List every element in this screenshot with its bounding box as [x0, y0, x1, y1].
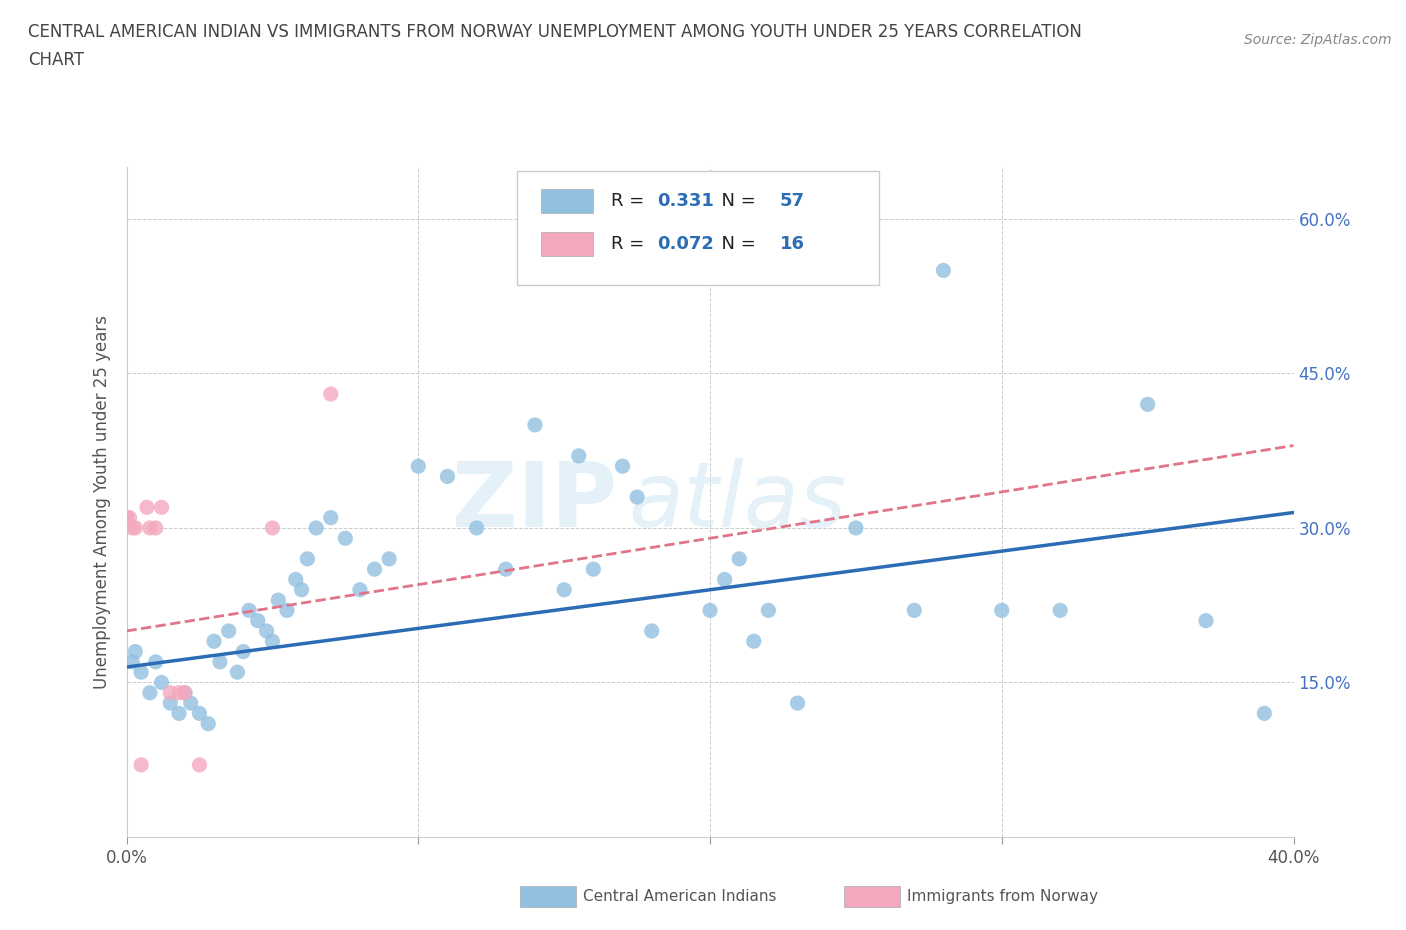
- Point: [139, 521, 162, 536]
- Point: [297, 551, 319, 566]
- FancyBboxPatch shape: [541, 232, 593, 257]
- FancyBboxPatch shape: [517, 171, 879, 285]
- Text: atlas: atlas: [628, 458, 846, 546]
- Point: [713, 572, 735, 587]
- Point: [180, 696, 202, 711]
- Point: [640, 623, 664, 638]
- FancyBboxPatch shape: [541, 189, 593, 213]
- Point: [465, 521, 488, 536]
- Point: [218, 623, 240, 638]
- Point: [742, 634, 765, 649]
- Text: R =: R =: [610, 192, 650, 210]
- Point: [845, 521, 868, 536]
- Point: [262, 634, 284, 649]
- Point: [349, 582, 371, 597]
- Point: [124, 521, 146, 536]
- Y-axis label: Unemployment Among Youth under 25 years: Unemployment Among Youth under 25 years: [93, 315, 111, 689]
- Point: [553, 582, 575, 597]
- Point: [121, 655, 143, 670]
- Point: [159, 685, 181, 700]
- Point: [319, 387, 342, 402]
- Point: [115, 511, 138, 525]
- Point: [1195, 613, 1218, 628]
- Point: [728, 551, 751, 566]
- Point: [145, 521, 167, 536]
- Point: [136, 500, 159, 515]
- Point: [124, 644, 146, 659]
- Point: [188, 706, 211, 721]
- Text: 16: 16: [780, 235, 806, 253]
- Point: [363, 562, 385, 577]
- Point: [1049, 603, 1071, 618]
- Text: N =: N =: [710, 192, 762, 210]
- Text: Source: ZipAtlas.com: Source: ZipAtlas.com: [1244, 33, 1392, 46]
- Point: [238, 603, 260, 618]
- Point: [174, 685, 197, 700]
- Point: [121, 521, 143, 536]
- Point: [145, 655, 167, 670]
- Point: [232, 644, 254, 659]
- Point: [756, 603, 779, 618]
- Text: 0.331: 0.331: [658, 192, 714, 210]
- Point: [786, 696, 808, 711]
- Point: [290, 582, 312, 597]
- Point: [626, 489, 648, 504]
- Point: [582, 562, 605, 577]
- Text: 0.072: 0.072: [658, 235, 714, 253]
- Point: [408, 458, 430, 473]
- Point: [335, 531, 357, 546]
- Point: [990, 603, 1012, 618]
- Point: [208, 655, 231, 670]
- Point: [256, 623, 278, 638]
- Point: [202, 634, 225, 649]
- Text: ZIP: ZIP: [451, 458, 617, 546]
- Point: [246, 613, 269, 628]
- Point: [118, 511, 141, 525]
- Point: [319, 511, 342, 525]
- Point: [150, 675, 173, 690]
- Point: [436, 469, 458, 484]
- Point: [115, 511, 138, 525]
- Point: [174, 685, 197, 700]
- Point: [226, 665, 249, 680]
- Point: [903, 603, 925, 618]
- Point: [167, 706, 190, 721]
- Point: [262, 521, 284, 536]
- Point: [276, 603, 298, 618]
- Point: [129, 757, 152, 772]
- Point: [139, 685, 162, 700]
- Point: [129, 665, 152, 680]
- Point: [699, 603, 721, 618]
- Point: [1253, 706, 1275, 721]
- Point: [612, 458, 634, 473]
- Text: CENTRAL AMERICAN INDIAN VS IMMIGRANTS FROM NORWAY UNEMPLOYMENT AMONG YOUTH UNDER: CENTRAL AMERICAN INDIAN VS IMMIGRANTS FR…: [28, 23, 1083, 41]
- Point: [284, 572, 307, 587]
- Point: [932, 263, 955, 278]
- Point: [267, 592, 290, 607]
- Text: R =: R =: [610, 235, 650, 253]
- Text: N =: N =: [710, 235, 762, 253]
- Text: 57: 57: [780, 192, 806, 210]
- Point: [159, 696, 181, 711]
- Point: [305, 521, 328, 536]
- Point: [150, 500, 173, 515]
- Text: Central American Indians: Central American Indians: [583, 889, 778, 904]
- Point: [1136, 397, 1159, 412]
- Point: [495, 562, 517, 577]
- Point: [524, 418, 547, 432]
- Point: [197, 716, 219, 731]
- Point: [378, 551, 401, 566]
- Text: Immigrants from Norway: Immigrants from Norway: [907, 889, 1098, 904]
- Point: [568, 448, 591, 463]
- Text: CHART: CHART: [28, 51, 84, 69]
- Point: [167, 685, 190, 700]
- Point: [188, 757, 211, 772]
